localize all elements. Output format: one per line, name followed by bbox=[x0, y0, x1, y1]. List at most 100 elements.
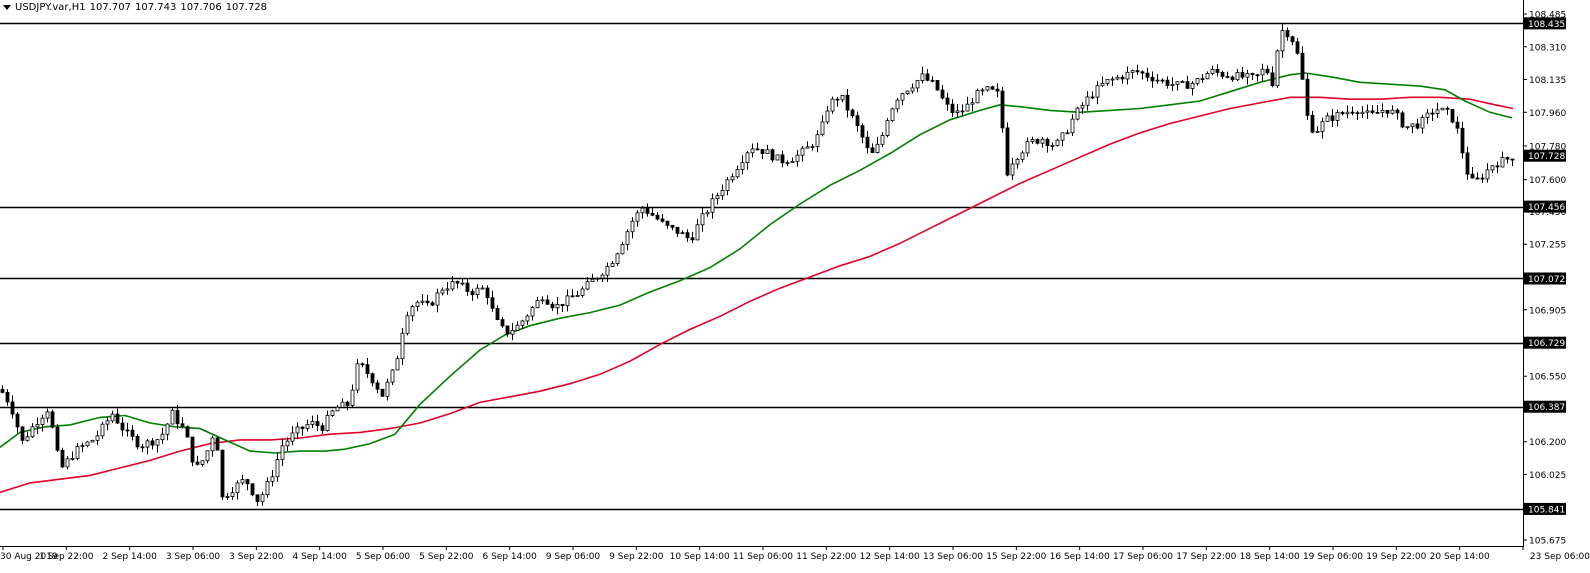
candle-body bbox=[1135, 70, 1140, 73]
candle-body bbox=[1355, 112, 1360, 115]
level-price-tag: 107.456 bbox=[1528, 203, 1565, 213]
candle-body bbox=[1305, 78, 1310, 116]
current-price-tag: 107.728 bbox=[1528, 152, 1565, 162]
candle-body bbox=[130, 429, 135, 437]
candle-body bbox=[470, 291, 475, 296]
candle-body bbox=[1160, 79, 1165, 82]
candle-body bbox=[475, 287, 480, 296]
candle-body bbox=[1115, 76, 1120, 80]
candle-body bbox=[40, 417, 45, 425]
candle-body bbox=[240, 479, 245, 484]
candle-body bbox=[1085, 96, 1090, 106]
x-tick-label: 9 Sep 22:00 bbox=[609, 552, 664, 562]
candle-body bbox=[1505, 157, 1510, 160]
x-tick-label: 18 Sep 14:00 bbox=[1240, 552, 1300, 562]
candle-body bbox=[280, 445, 285, 460]
candle-body bbox=[365, 364, 370, 375]
y-tick-label: 106.025 bbox=[1529, 471, 1566, 481]
candle-body bbox=[425, 300, 430, 304]
candle-body bbox=[410, 306, 415, 317]
candle-body bbox=[1075, 107, 1080, 120]
candle-body bbox=[1345, 111, 1350, 115]
candle-body bbox=[1340, 112, 1345, 115]
candle-body bbox=[935, 80, 940, 91]
candle-body bbox=[255, 494, 260, 502]
candle-body bbox=[495, 307, 500, 321]
candle-body bbox=[1145, 72, 1150, 78]
dropdown-triangle-icon[interactable] bbox=[3, 4, 11, 10]
candle-body bbox=[790, 160, 795, 163]
candle-body bbox=[50, 411, 55, 428]
candle-body bbox=[835, 98, 840, 101]
candle-body bbox=[1110, 78, 1115, 81]
candle-body bbox=[1415, 123, 1420, 129]
candle-body bbox=[1200, 78, 1205, 81]
candle-body bbox=[195, 461, 200, 465]
candle-body bbox=[1430, 112, 1435, 115]
candle-body bbox=[260, 494, 265, 502]
close-value: 107.728 bbox=[225, 1, 268, 13]
candle-body bbox=[1055, 139, 1060, 146]
candle-body bbox=[135, 435, 140, 448]
candle-body bbox=[740, 162, 745, 170]
candle-body bbox=[760, 149, 765, 154]
candle-body bbox=[820, 121, 825, 136]
x-tick-label: 19 Sep 22:00 bbox=[1366, 552, 1426, 562]
candle-body bbox=[850, 109, 855, 117]
candle-body bbox=[565, 295, 570, 307]
level-price-tag-bg bbox=[1524, 400, 1566, 413]
candle-body bbox=[1215, 68, 1220, 73]
candle-body bbox=[465, 282, 470, 292]
candle-body bbox=[175, 409, 180, 425]
candle-body bbox=[1170, 83, 1175, 86]
level-price-tag-bg bbox=[1524, 272, 1566, 285]
candle-body bbox=[1180, 81, 1185, 83]
candle-body bbox=[230, 492, 235, 497]
x-tick-label: 17 Sep 22:00 bbox=[1176, 552, 1236, 562]
candle-body bbox=[275, 459, 280, 478]
candle-body bbox=[1490, 165, 1495, 171]
candle-body bbox=[1095, 85, 1100, 98]
candle-body bbox=[595, 277, 600, 280]
candle-body bbox=[1350, 111, 1355, 114]
candle-body bbox=[685, 232, 690, 239]
candle-body bbox=[960, 110, 965, 113]
candle-body bbox=[780, 154, 785, 164]
candle-body bbox=[1010, 163, 1015, 176]
candle-body bbox=[440, 289, 445, 294]
candle-body bbox=[1365, 110, 1370, 113]
candle-body bbox=[1140, 71, 1145, 74]
candle-body bbox=[925, 73, 930, 81]
candle-body bbox=[1410, 123, 1415, 128]
candle-body bbox=[1480, 177, 1485, 180]
candle-body bbox=[1455, 121, 1460, 129]
x-tick-label: 16 Sep 14:00 bbox=[1050, 552, 1110, 562]
candle-body bbox=[980, 89, 985, 92]
candle-body bbox=[5, 391, 10, 403]
candle-body bbox=[1050, 145, 1055, 147]
candle-body bbox=[360, 363, 365, 366]
candle-body bbox=[920, 73, 925, 81]
candle-body bbox=[0, 388, 5, 393]
candle-body bbox=[160, 433, 165, 441]
candle-body bbox=[460, 282, 465, 285]
candle-body bbox=[1260, 68, 1265, 76]
candle-body bbox=[1460, 127, 1465, 154]
candle-body bbox=[1225, 75, 1230, 78]
candle-body bbox=[210, 437, 215, 452]
current-price-tag-bg bbox=[1524, 149, 1566, 162]
candle-body bbox=[900, 93, 905, 101]
candle-body bbox=[700, 213, 705, 226]
candle-body bbox=[1015, 158, 1020, 165]
candle-body bbox=[1185, 81, 1190, 89]
x-tick-label: 11 Sep 22:00 bbox=[796, 552, 856, 562]
candle-body bbox=[1040, 138, 1045, 144]
candle-body bbox=[1285, 30, 1290, 38]
candle-body bbox=[795, 154, 800, 162]
candle-body bbox=[1280, 30, 1285, 52]
x-tick-label: 11 Sep 06:00 bbox=[733, 552, 793, 562]
candle-body bbox=[85, 441, 90, 447]
low-value: 107.706 bbox=[180, 1, 222, 13]
